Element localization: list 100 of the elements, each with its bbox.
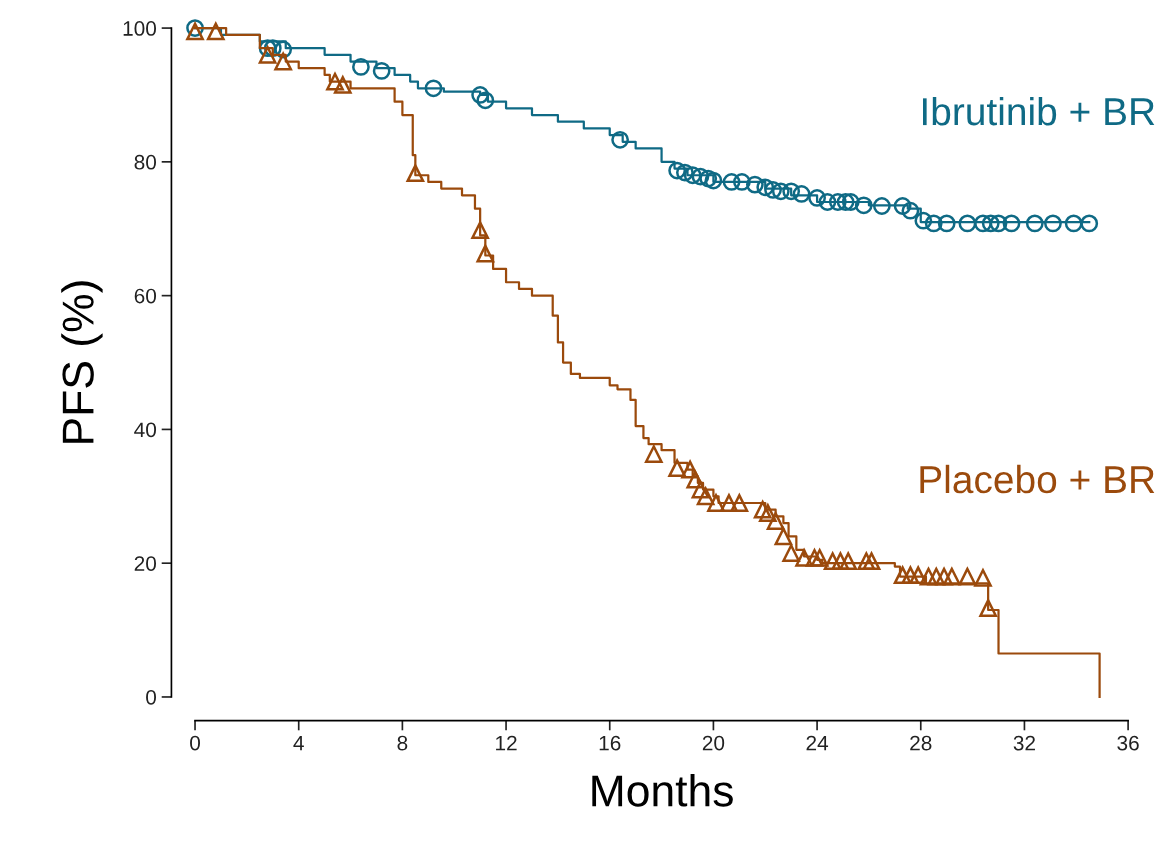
point [707, 494, 725, 512]
point [722, 173, 741, 191]
x-axis-title: Months [592, 774, 733, 807]
point [720, 494, 738, 512]
point [828, 193, 847, 211]
point [782, 544, 801, 563]
y-tick-label: 20 [134, 556, 157, 571]
point [352, 57, 370, 76]
y-tick-label: 0 [146, 689, 157, 705]
point [764, 181, 782, 199]
point [924, 214, 943, 233]
point [805, 548, 824, 567]
point [893, 197, 912, 215]
point [974, 569, 992, 587]
point [958, 567, 977, 586]
point [782, 182, 801, 201]
point [676, 163, 694, 182]
point [854, 196, 873, 215]
x-tick-label: 8 [397, 735, 408, 751]
point [1044, 214, 1062, 233]
point [476, 91, 495, 110]
x-tick-label: 24 [806, 735, 829, 751]
x-tick-label: 28 [910, 735, 932, 751]
point [810, 548, 829, 567]
point [839, 552, 858, 571]
point [668, 161, 687, 180]
point [818, 193, 837, 211]
point [979, 599, 998, 617]
point [1025, 214, 1044, 233]
point [756, 178, 775, 197]
point [745, 175, 764, 194]
point [691, 167, 710, 186]
point [766, 512, 785, 530]
point [424, 79, 443, 98]
point [406, 164, 425, 183]
point [753, 500, 772, 519]
point [974, 214, 992, 233]
point [989, 214, 1008, 233]
point [1064, 214, 1083, 233]
point [1002, 214, 1021, 233]
point [927, 567, 946, 586]
y-tick-label: 40 [134, 422, 157, 438]
point [758, 504, 777, 522]
point [476, 244, 495, 263]
point [771, 182, 790, 201]
point [696, 487, 715, 506]
x-tick-label: 32 [1013, 735, 1035, 751]
point [274, 52, 293, 71]
point [919, 567, 938, 586]
point [644, 445, 663, 464]
point [914, 211, 933, 230]
y-tick-label: 60 [134, 288, 157, 304]
point [808, 189, 826, 207]
point [471, 86, 490, 104]
point [792, 185, 811, 203]
point [942, 567, 961, 586]
point [699, 169, 718, 188]
point [862, 552, 881, 571]
point [823, 552, 842, 571]
point [857, 552, 876, 571]
point [893, 566, 912, 585]
point [872, 197, 891, 215]
point [795, 548, 814, 567]
point [901, 201, 920, 220]
point [909, 566, 928, 585]
point [937, 214, 956, 233]
point [686, 470, 705, 489]
text: Ibrutinib + BR [923, 96, 1155, 126]
point [258, 45, 277, 64]
point [683, 166, 702, 185]
y-tick-label: 100 [123, 21, 157, 36]
point [206, 22, 225, 41]
point [935, 567, 953, 586]
point [774, 527, 793, 546]
point [681, 460, 699, 479]
x-tick-label: 0 [190, 735, 201, 751]
y-axis-title: PFS (%) [61, 281, 103, 443]
x-tick-label: 12 [496, 735, 517, 751]
point [958, 214, 977, 233]
x-tick-label: 4 [293, 735, 304, 751]
point [733, 173, 751, 191]
point [704, 171, 723, 190]
point [836, 193, 855, 211]
y-tick-label: 80 [134, 154, 157, 170]
point [841, 193, 860, 211]
point [372, 62, 391, 80]
point [333, 76, 352, 94]
point [981, 214, 1000, 233]
point [730, 494, 749, 512]
series-label: Placebo + BR [920, 464, 1155, 494]
point [611, 130, 629, 149]
point [326, 72, 344, 91]
x-tick-label: 20 [702, 735, 725, 751]
point [668, 459, 687, 478]
x-tick-label: 36 [1117, 735, 1139, 751]
point [691, 480, 710, 499]
point [186, 22, 204, 41]
point [471, 221, 490, 239]
x-tick-label: 16 [599, 735, 621, 751]
point [1080, 214, 1099, 233]
